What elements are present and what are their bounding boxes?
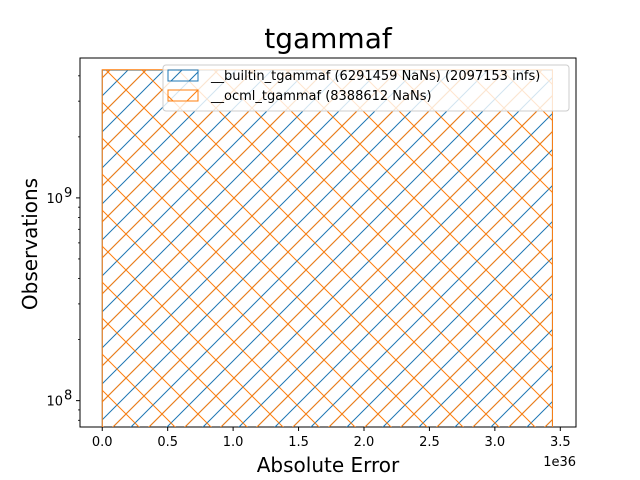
y-tick-exponent-1: 9 [64,186,72,201]
x-tick-label-1: 0.5 [157,435,178,450]
x-axis: 0.0 0.5 1.0 1.5 2.0 2.5 3.0 3.5 [92,427,571,450]
bar-series-1-bin-0 [102,69,553,427]
x-axis-label: Absolute Error [257,453,400,477]
legend-label-0: __builtin_tgammaf (6291459 NaNs) (209715… [210,69,540,84]
y-tick-label-1: 10 [46,192,63,207]
x-tick-label-0: 0.0 [92,435,113,450]
histogram-bars [101,69,553,428]
legend-swatch-1 [167,89,199,102]
x-tick-label-4: 2.0 [354,435,375,450]
y-tick-exponent-0: 8 [64,389,72,404]
legend-swatch-0 [167,69,199,82]
y-tick-label-0: 10 [46,395,63,410]
y-axis-label: Observations [18,178,42,310]
x-tick-label-6: 3.0 [485,435,506,450]
legend-box [162,64,570,112]
x-tick-label-3: 1.5 [288,435,309,450]
chart-title: tgammaf [264,22,393,55]
x-tick-label-2: 1.0 [223,435,244,450]
x-tick-label-7: 3.5 [550,435,571,450]
x-offset-label: 1e36 [543,455,576,470]
legend: __builtin_tgammaf (6291459 NaNs) (209715… [162,64,570,112]
legend-label-1: __ocml_tgammaf (8388612 NaNs) [210,89,432,104]
x-tick-label-5: 2.5 [419,435,440,450]
